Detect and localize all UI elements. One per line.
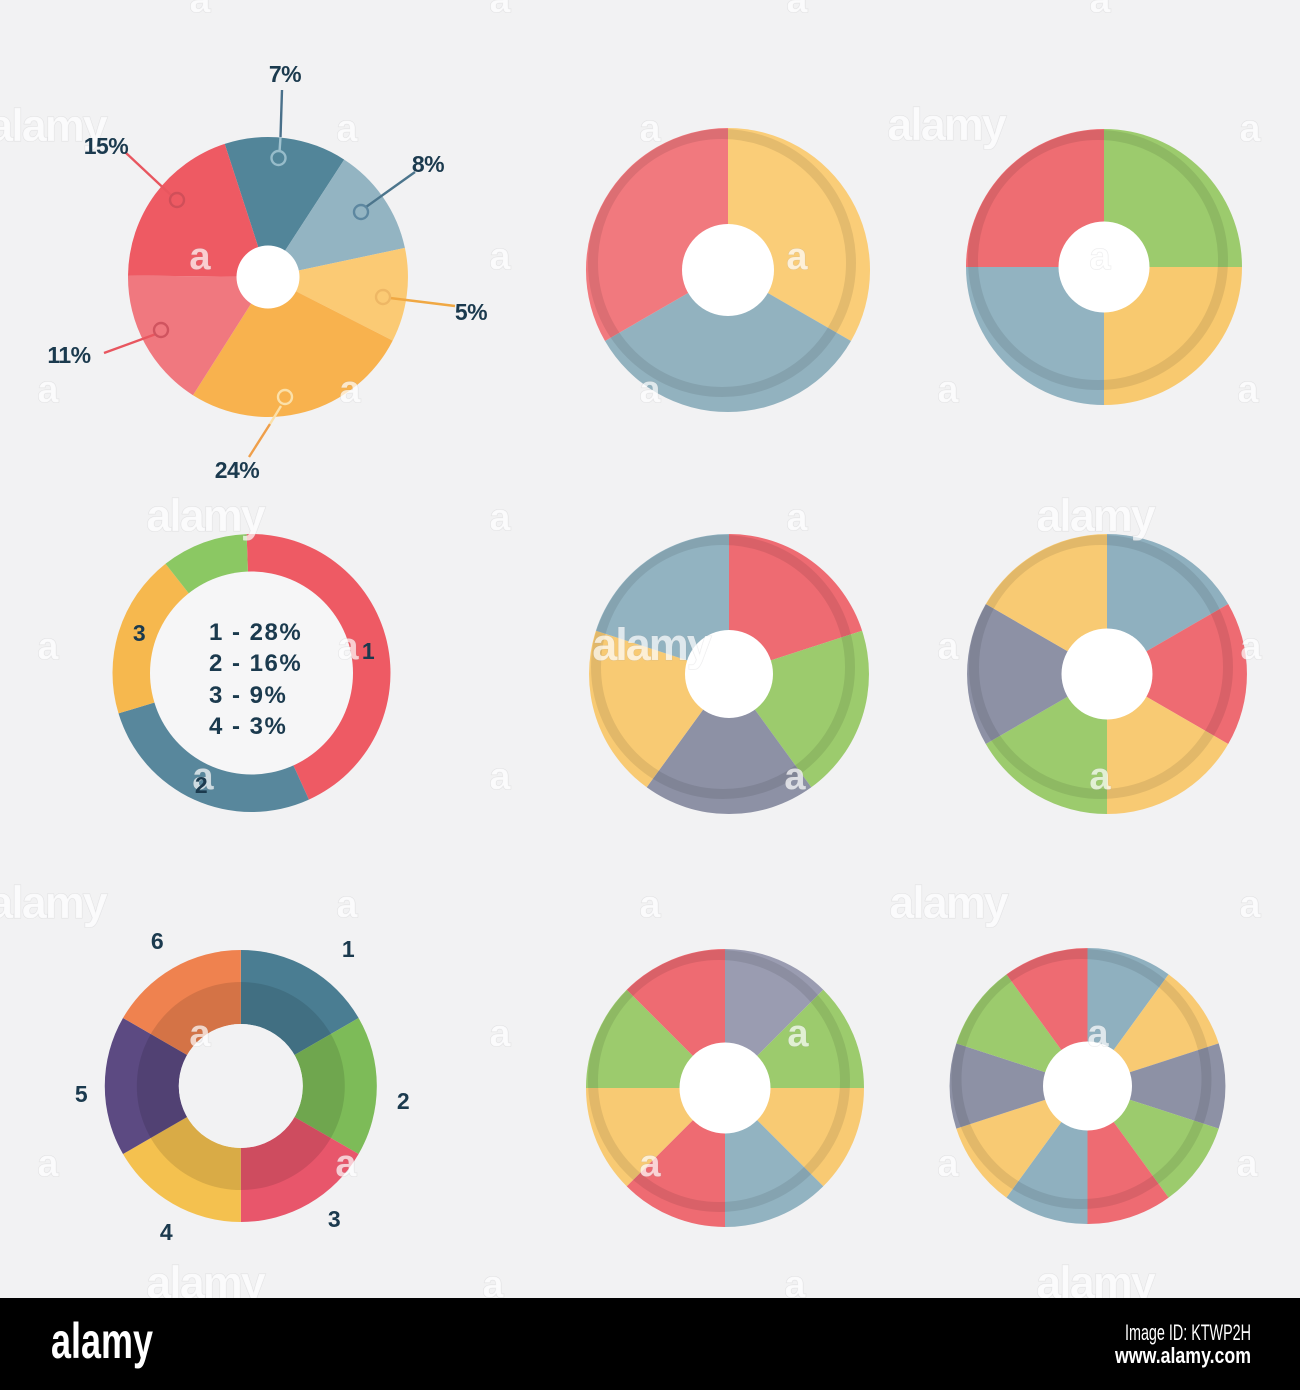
svg-text:a: a	[489, 756, 511, 798]
svg-text:a: a	[784, 756, 806, 798]
svg-text:4: 4	[160, 1219, 173, 1245]
svg-text:a: a	[1240, 626, 1262, 668]
svg-text:4 - 3%: 4 - 3%	[209, 713, 287, 740]
svg-text:a: a	[639, 884, 661, 926]
svg-text:alamy: alamy	[146, 490, 266, 541]
svg-text:a: a	[489, 236, 511, 278]
svg-text:alamy: alamy	[51, 1313, 153, 1369]
svg-text:alamy: alamy	[592, 619, 712, 670]
svg-text:a: a	[489, 1013, 511, 1055]
svg-text:a: a	[786, 497, 808, 539]
svg-text:a: a	[37, 1143, 59, 1185]
svg-text:alamy: alamy	[889, 877, 1009, 928]
svg-text:a: a	[335, 1143, 357, 1185]
svg-text:alamy: alamy	[1036, 490, 1156, 541]
svg-text:a: a	[482, 1264, 504, 1306]
svg-text:a: a	[1089, 0, 1111, 21]
svg-text:a: a	[639, 108, 661, 150]
svg-text:2 - 16%: 2 - 16%	[209, 650, 302, 677]
svg-text:Image ID: KTWP2H: Image ID: KTWP2H	[1125, 1320, 1251, 1345]
svg-text:a: a	[1239, 884, 1261, 926]
svg-text:a: a	[1089, 756, 1111, 798]
svg-text:a: a	[189, 0, 211, 21]
svg-text:1: 1	[342, 936, 355, 962]
svg-text:a: a	[489, 0, 511, 21]
svg-text:11%: 11%	[47, 342, 90, 368]
svg-text:a: a	[189, 1013, 211, 1055]
svg-text:a: a	[336, 884, 358, 926]
svg-text:alamy: alamy	[887, 99, 1007, 150]
svg-text:a: a	[786, 0, 808, 21]
svg-text:a: a	[937, 1143, 959, 1185]
svg-text:2: 2	[397, 1088, 409, 1114]
svg-text:www.alamy.com: www.alamy.com	[1114, 1343, 1251, 1368]
svg-text:alamy: alamy	[0, 877, 108, 928]
svg-text:a: a	[937, 626, 959, 668]
svg-text:a: a	[37, 626, 59, 668]
svg-text:5: 5	[75, 1081, 88, 1107]
svg-text:a: a	[37, 369, 59, 411]
svg-text:a: a	[784, 1264, 806, 1306]
svg-text:a: a	[1089, 236, 1111, 278]
svg-text:a: a	[786, 236, 808, 278]
svg-text:a: a	[937, 369, 959, 411]
svg-text:a: a	[787, 1013, 809, 1055]
svg-text:a: a	[1087, 1013, 1109, 1055]
svg-text:5%: 5%	[455, 299, 487, 325]
svg-text:a: a	[1236, 1143, 1258, 1185]
svg-text:a: a	[192, 756, 214, 798]
svg-text:2: 2	[195, 772, 207, 798]
svg-text:a: a	[1237, 369, 1259, 411]
svg-text:a: a	[489, 497, 511, 539]
svg-text:a: a	[639, 369, 661, 411]
svg-text:a: a	[639, 1143, 661, 1185]
svg-text:a: a	[337, 626, 359, 668]
svg-text:3: 3	[133, 620, 145, 646]
svg-text:a: a	[189, 236, 211, 278]
svg-text:24%: 24%	[215, 457, 260, 483]
svg-text:alamy: alamy	[0, 100, 108, 151]
svg-text:15%: 15%	[84, 133, 129, 159]
svg-text:a: a	[339, 369, 361, 411]
svg-text:7%: 7%	[269, 61, 301, 87]
svg-text:a: a	[336, 108, 358, 150]
svg-text:1 - 28%: 1 - 28%	[209, 619, 302, 646]
svg-text:3 - 9%: 3 - 9%	[209, 682, 287, 709]
svg-text:1: 1	[362, 638, 375, 664]
svg-text:8%: 8%	[412, 151, 444, 177]
svg-text:3: 3	[328, 1206, 340, 1232]
svg-text:6: 6	[151, 928, 163, 954]
svg-text:a: a	[1239, 108, 1261, 150]
